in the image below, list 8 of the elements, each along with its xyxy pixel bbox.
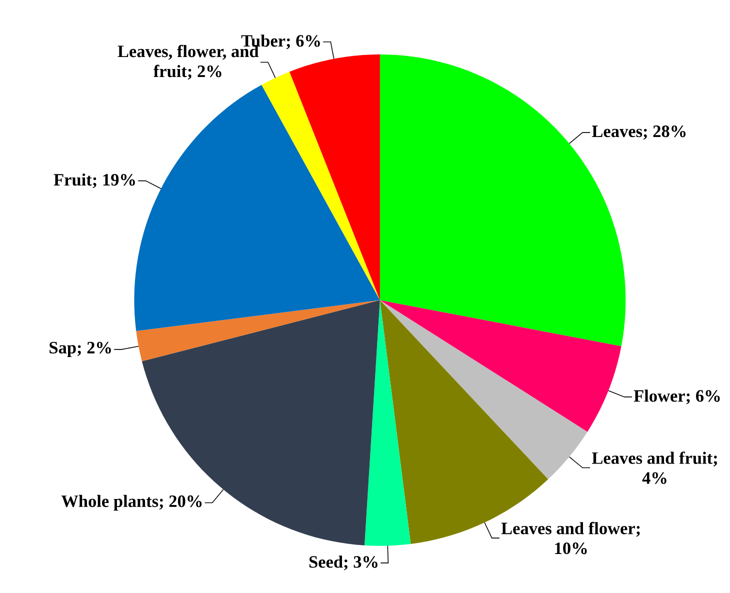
slice-label: Flower; 6% bbox=[634, 390, 720, 404]
slice-label: Leaves and fruit; 4% bbox=[592, 452, 717, 484]
slice-label: Leaves; 28% bbox=[592, 125, 686, 140]
slice-label: Fruit; 19% bbox=[54, 173, 135, 188]
slice-label: Leaves and flower; 10% bbox=[501, 522, 640, 554]
slice-label: Whole plants; 20% bbox=[61, 494, 202, 511]
slice-label: Sap; 2% bbox=[50, 342, 111, 357]
slice-label: Seed; 3% bbox=[309, 556, 378, 570]
